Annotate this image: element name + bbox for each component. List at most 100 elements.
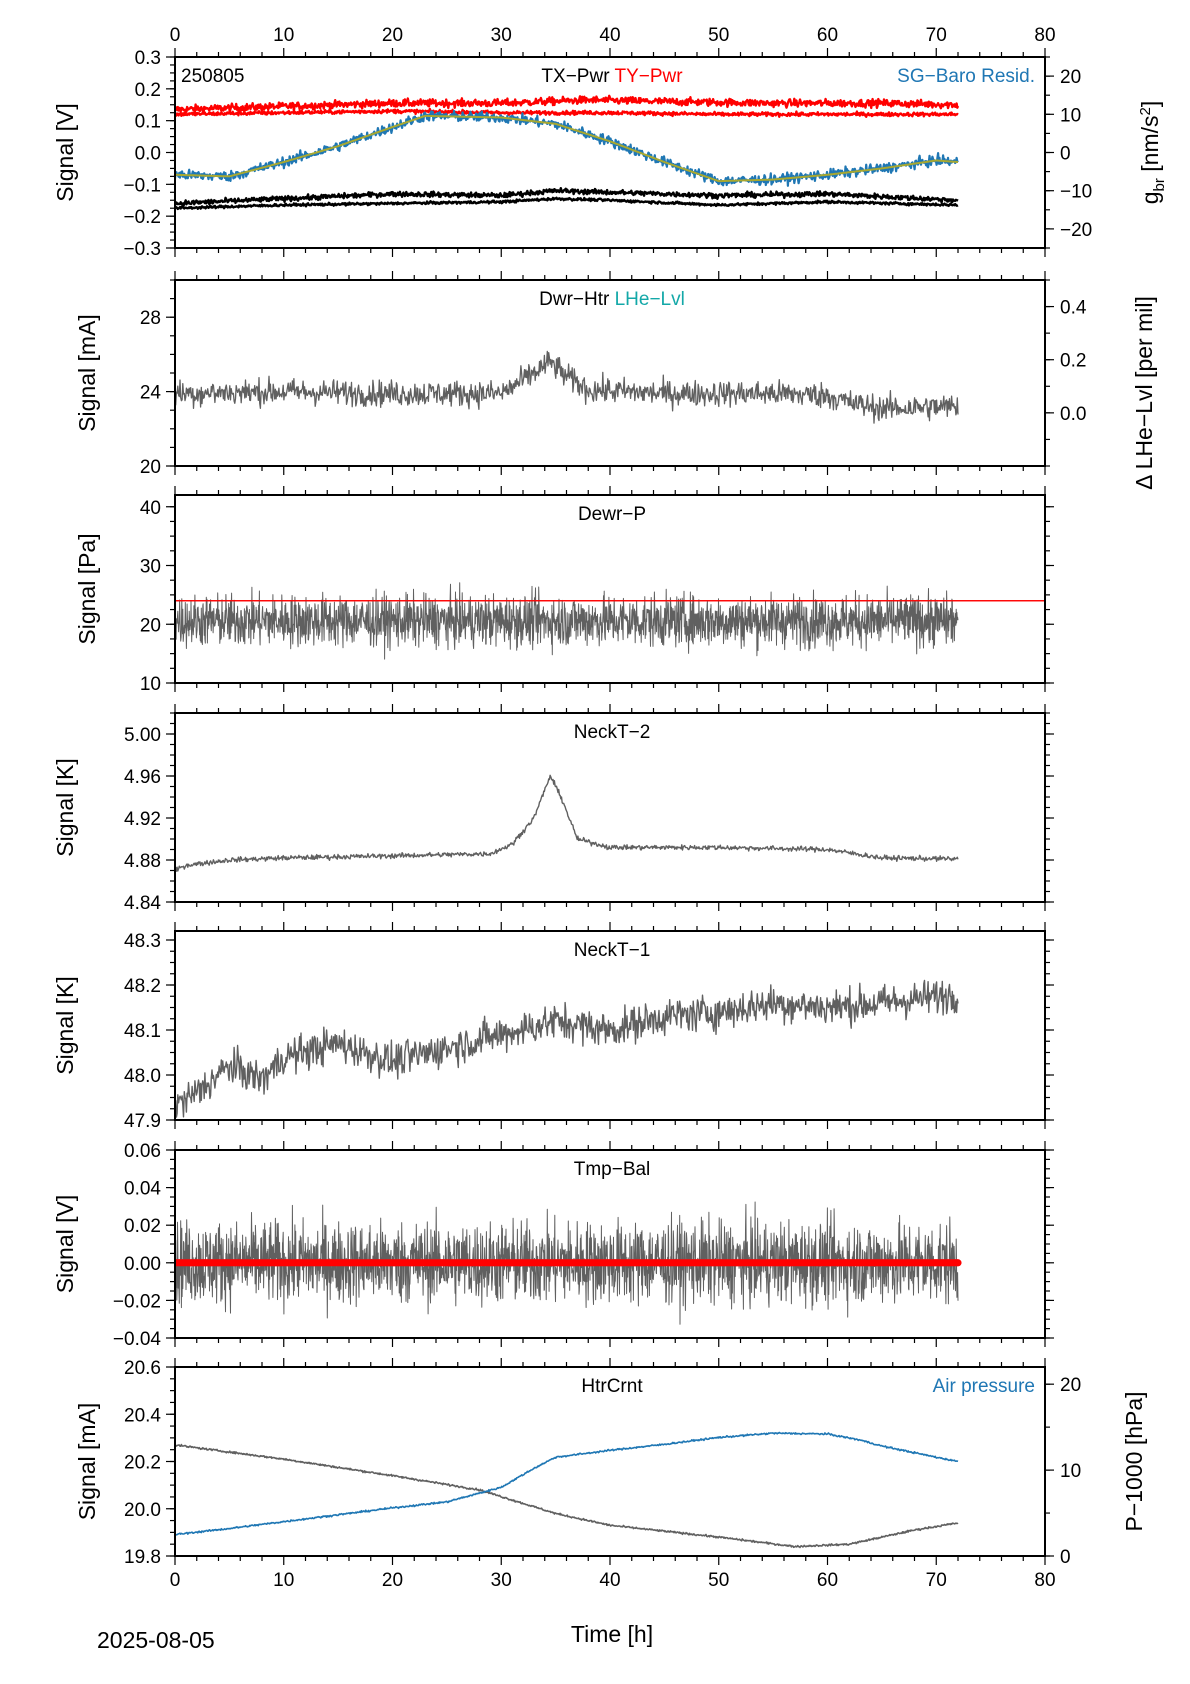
panel-p3: 10 20 30 40 Signal [Pa] Dewr−P <box>74 494 1054 695</box>
panel-p6: −0.04 −0.02 0.00 0.02 0.04 0.06 Signal [V] Tmp−… <box>52 1141 1054 1350</box>
y-tick-label: −0.3 <box>123 239 161 260</box>
series-line <box>175 94 960 115</box>
x-tick-label: 20 <box>382 1570 403 1591</box>
y-tick-label: 20.0 <box>124 1500 161 1521</box>
x-tick-label: 10 <box>273 25 294 46</box>
panel-p7: 19.8 20.0 20.2 20.4 20.6 Signal [mA] 0 10 20 P−10… <box>74 1358 1147 1568</box>
y-tick-label: 0.06 <box>124 1141 161 1162</box>
x-tick-label: 40 <box>599 25 620 46</box>
plot-area <box>175 582 1045 660</box>
x-tick-label: 20 <box>382 25 403 46</box>
x-tick-label: 30 <box>491 1570 512 1591</box>
y-tick-label: 20.6 <box>124 1358 161 1379</box>
panel-title-part: Dwr−Htr <box>539 289 610 310</box>
y-tick-label: 20.4 <box>124 1405 161 1426</box>
x-tick-label: 80 <box>1034 25 1055 46</box>
series-line <box>175 107 959 118</box>
y-axis-label: Signal [K] <box>52 976 78 1074</box>
y2-tick-label: 10 <box>1060 105 1081 126</box>
x-tick-label: 50 <box>708 25 729 46</box>
y2-tick-label: −10 <box>1060 182 1092 203</box>
series-line <box>175 350 959 424</box>
panel-title: NeckT−2 <box>574 722 651 743</box>
series-line <box>175 114 959 183</box>
panel-right-title: Air pressure <box>933 1376 1035 1397</box>
y-tick-label: 4.84 <box>124 893 161 914</box>
series-line <box>175 774 959 872</box>
panel-title-part: NeckT−2 <box>574 722 651 743</box>
y-tick-label: 48.3 <box>124 931 161 952</box>
y2-tick-label: 0.4 <box>1060 298 1087 319</box>
x-tick-label: 50 <box>708 1570 729 1591</box>
x-tick-label: 10 <box>273 1570 294 1591</box>
x-tick-label: 60 <box>817 1570 838 1591</box>
y-axis-label: Signal [V] <box>52 1195 78 1293</box>
y-axis-label: Signal [V] <box>52 103 78 201</box>
series-line <box>175 979 959 1120</box>
y-tick-label: 20 <box>140 457 161 478</box>
y-axis-label: Signal [K] <box>52 758 78 856</box>
y-tick-label: 0.0 <box>135 144 161 165</box>
panel-title-part: LHe−Lvl <box>609 289 685 310</box>
x-tick-label: 80 <box>1034 1570 1055 1591</box>
panel-corner-label: 250805 <box>181 66 244 87</box>
series-line <box>175 1431 959 1536</box>
panel-title: HtrCrnt <box>581 1376 643 1397</box>
panel-title: Dewr−P <box>578 504 646 525</box>
y2-axis-label-part: ] <box>1137 101 1163 107</box>
y-tick-label: 40 <box>140 498 161 519</box>
series-line <box>175 1201 959 1325</box>
panel-p1: −0.3 −0.2 −0.1 0.0 0.1 0.2 0.3 Signal [V] −20 −10… <box>52 48 1168 260</box>
series-line <box>175 187 959 208</box>
x-tick-label: 30 <box>491 25 512 46</box>
y-tick-label: 30 <box>140 557 161 578</box>
plot-area <box>175 94 960 211</box>
y-tick-label: −0.04 <box>113 1329 162 1350</box>
y-tick-label: 28 <box>140 308 161 329</box>
y2-tick-label: 0.2 <box>1060 351 1086 372</box>
y-tick-label: 4.96 <box>124 767 161 788</box>
y-tick-label: 47.9 <box>124 1111 161 1132</box>
y2-axis-label: Δ LHe−Lvl [per mil] <box>1131 296 1157 490</box>
plot-area <box>175 774 959 872</box>
y2-tick-label: 0.0 <box>1060 404 1086 425</box>
x-tick-label: 0 <box>170 25 181 46</box>
y2-tick-label: 10 <box>1060 1461 1081 1482</box>
x-tick-label: 60 <box>817 25 838 46</box>
y2-axis-label: gbr [nm/s2] <box>1137 101 1168 205</box>
plot-area <box>175 1201 962 1325</box>
plot-area <box>175 350 959 424</box>
panel-right-title: SG−Baro Resid. <box>897 66 1035 87</box>
y-tick-label: 5.00 <box>124 725 161 746</box>
y2-tick-label: 20 <box>1060 67 1081 88</box>
y-tick-label: 0.02 <box>124 1216 161 1237</box>
panel-p5: 47.9 48.0 48.1 48.2 48.3 Signal [K] NeckT−1 <box>52 930 1054 1132</box>
y-axis-label: Signal [mA] <box>74 314 100 432</box>
series-line <box>175 1443 959 1549</box>
y-tick-label: 0.04 <box>124 1179 161 1200</box>
y2-tick-label: −20 <box>1060 220 1092 241</box>
y-tick-label: 0.1 <box>135 112 161 133</box>
y-tick-label: 4.92 <box>124 809 161 830</box>
y2-tick-label: 0 <box>1060 144 1071 165</box>
date-label: 2025-08-05 <box>97 1627 215 1653</box>
panel-title-part: HtrCrnt <box>581 1376 643 1397</box>
panel-title-part: NeckT−1 <box>574 940 651 961</box>
series-line <box>175 582 959 660</box>
y-tick-label: 19.8 <box>124 1547 161 1568</box>
panel-title-part: TX−Pwr <box>541 66 610 87</box>
y-tick-label: 48.1 <box>124 1021 161 1042</box>
y-tick-label: 10 <box>140 674 161 695</box>
series-line <box>175 196 959 211</box>
panel-title: TX−Pwr TY−Pwr <box>541 66 683 87</box>
y-tick-label: −0.1 <box>123 175 161 196</box>
panel-p2: 20 24 28 Signal [mA] 0.0 0.2 0.4 Δ LHe−Lvl [per… <box>74 279 1157 490</box>
panel-title: Dwr−Htr LHe−Lvl <box>539 289 685 310</box>
panel-p4: 4.84 4.88 4.92 4.96 5.00 Signal [K] NeckT−2 <box>52 712 1054 914</box>
x-tick-label: 70 <box>926 25 947 46</box>
y2-axis-label-part: [nm/s <box>1137 115 1163 178</box>
y-tick-label: 24 <box>140 383 162 404</box>
y2-axis-label-part: br <box>1151 178 1168 191</box>
y2-axis-label: P−1000 [hPa] <box>1121 1391 1147 1531</box>
